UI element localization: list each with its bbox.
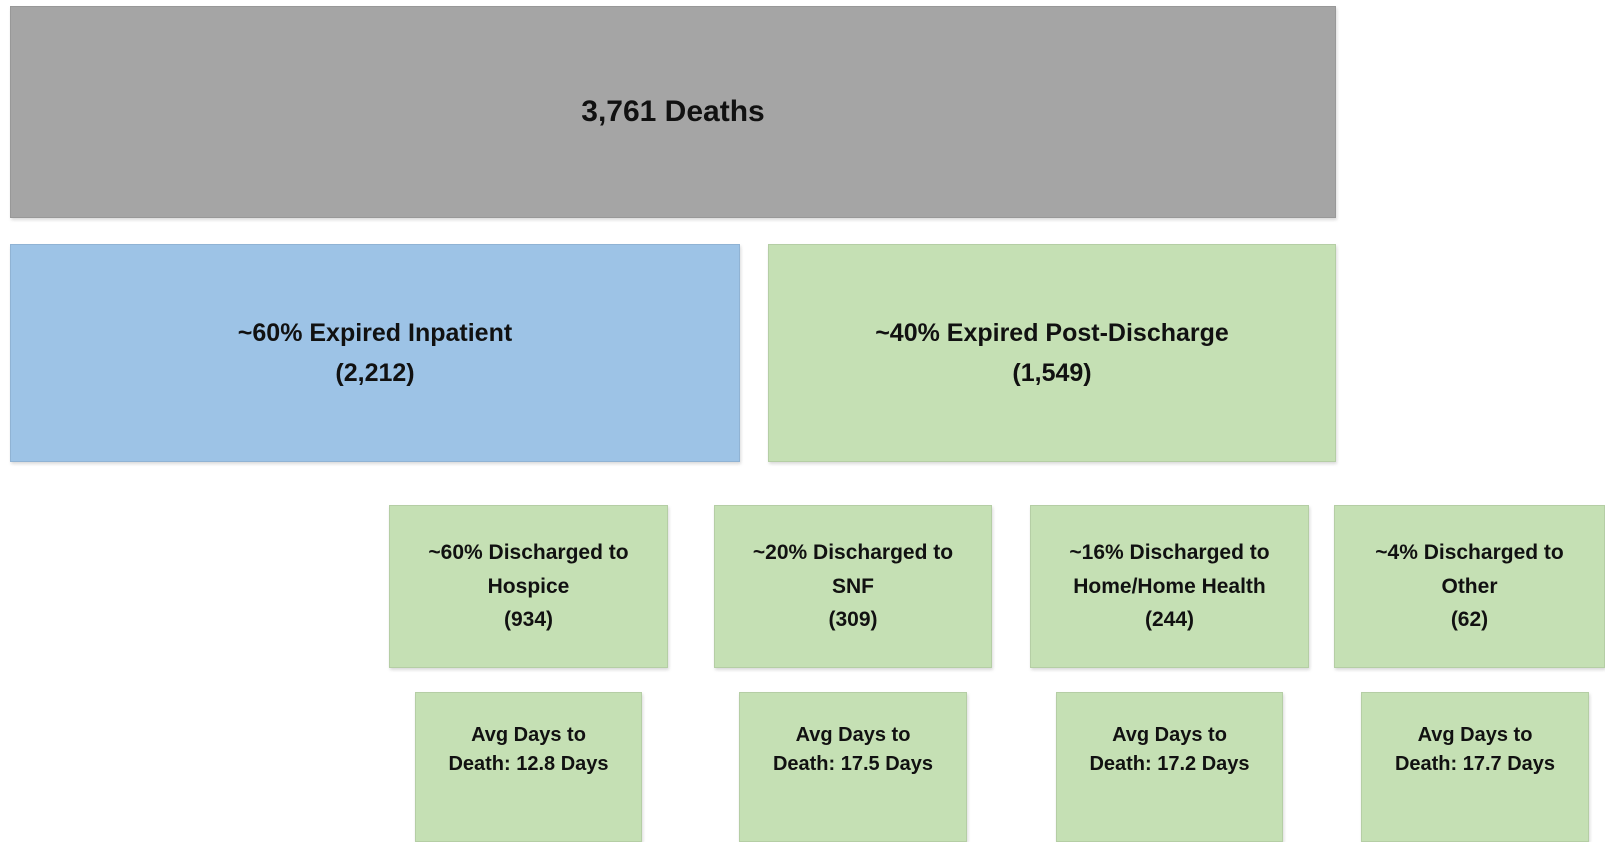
node-text: ~40% Expired Post-Discharge	[875, 319, 1229, 347]
node-box: Avg Days to Death: 12.8 Days	[415, 692, 642, 842]
node-box: Avg Days to Death: 17.5 Days	[739, 692, 967, 842]
node-text: ~4% Discharged to	[1375, 541, 1564, 565]
node-text: Other	[1441, 574, 1498, 598]
node-box: ~40% Expired Post-Discharge (1,549)	[768, 244, 1336, 462]
node-text: (309)	[828, 608, 878, 632]
node-text: (934)	[503, 608, 554, 632]
node-box: ~60% Discharged to Hospice (934)	[389, 505, 668, 668]
node-text: SNF	[832, 574, 874, 598]
node-box: ~4% Discharged to Other (62)	[1334, 505, 1605, 668]
node-text: Avg Days to	[1112, 724, 1227, 746]
node-text: Death: 17.5 Days	[772, 753, 934, 775]
node-text: (1,549)	[1012, 359, 1092, 387]
node-box: ~60% Expired Inpatient (2,212)	[10, 244, 740, 462]
node-text: Hospice	[487, 574, 570, 598]
node-text: Death: 17.2 Days	[1089, 753, 1250, 775]
node-text: ~60% Discharged to	[428, 541, 629, 565]
node-box: Avg Days to Death: 17.7 Days	[1361, 692, 1589, 842]
node-text: (2,212)	[335, 359, 415, 387]
node-box: Avg Days to Death: 17.2 Days	[1056, 692, 1283, 842]
node-text: (62)	[1450, 608, 1489, 632]
node-box: ~16% Discharged to Home/Home Health (244)	[1030, 505, 1309, 668]
node-text: Avg Days to	[471, 724, 586, 746]
node-box: ~20% Discharged to SNF (309)	[714, 505, 992, 668]
node-text: ~60% Expired Inpatient	[237, 319, 513, 347]
node-text: Avg Days to	[795, 724, 911, 746]
node-text: ~16% Discharged to	[1069, 541, 1270, 565]
node-box: 3,761 Deaths	[10, 6, 1336, 218]
node-text: Home/Home Health	[1073, 574, 1266, 598]
node-text: Death: 12.8 Days	[448, 753, 609, 775]
node-text: ~20% Discharged to	[752, 541, 954, 565]
node-text: (244)	[1144, 608, 1195, 632]
node-text: Avg Days to	[1417, 724, 1533, 746]
node-text: 3,761 Deaths	[581, 95, 765, 128]
node-text: Death: 17.7 Days	[1394, 753, 1556, 775]
